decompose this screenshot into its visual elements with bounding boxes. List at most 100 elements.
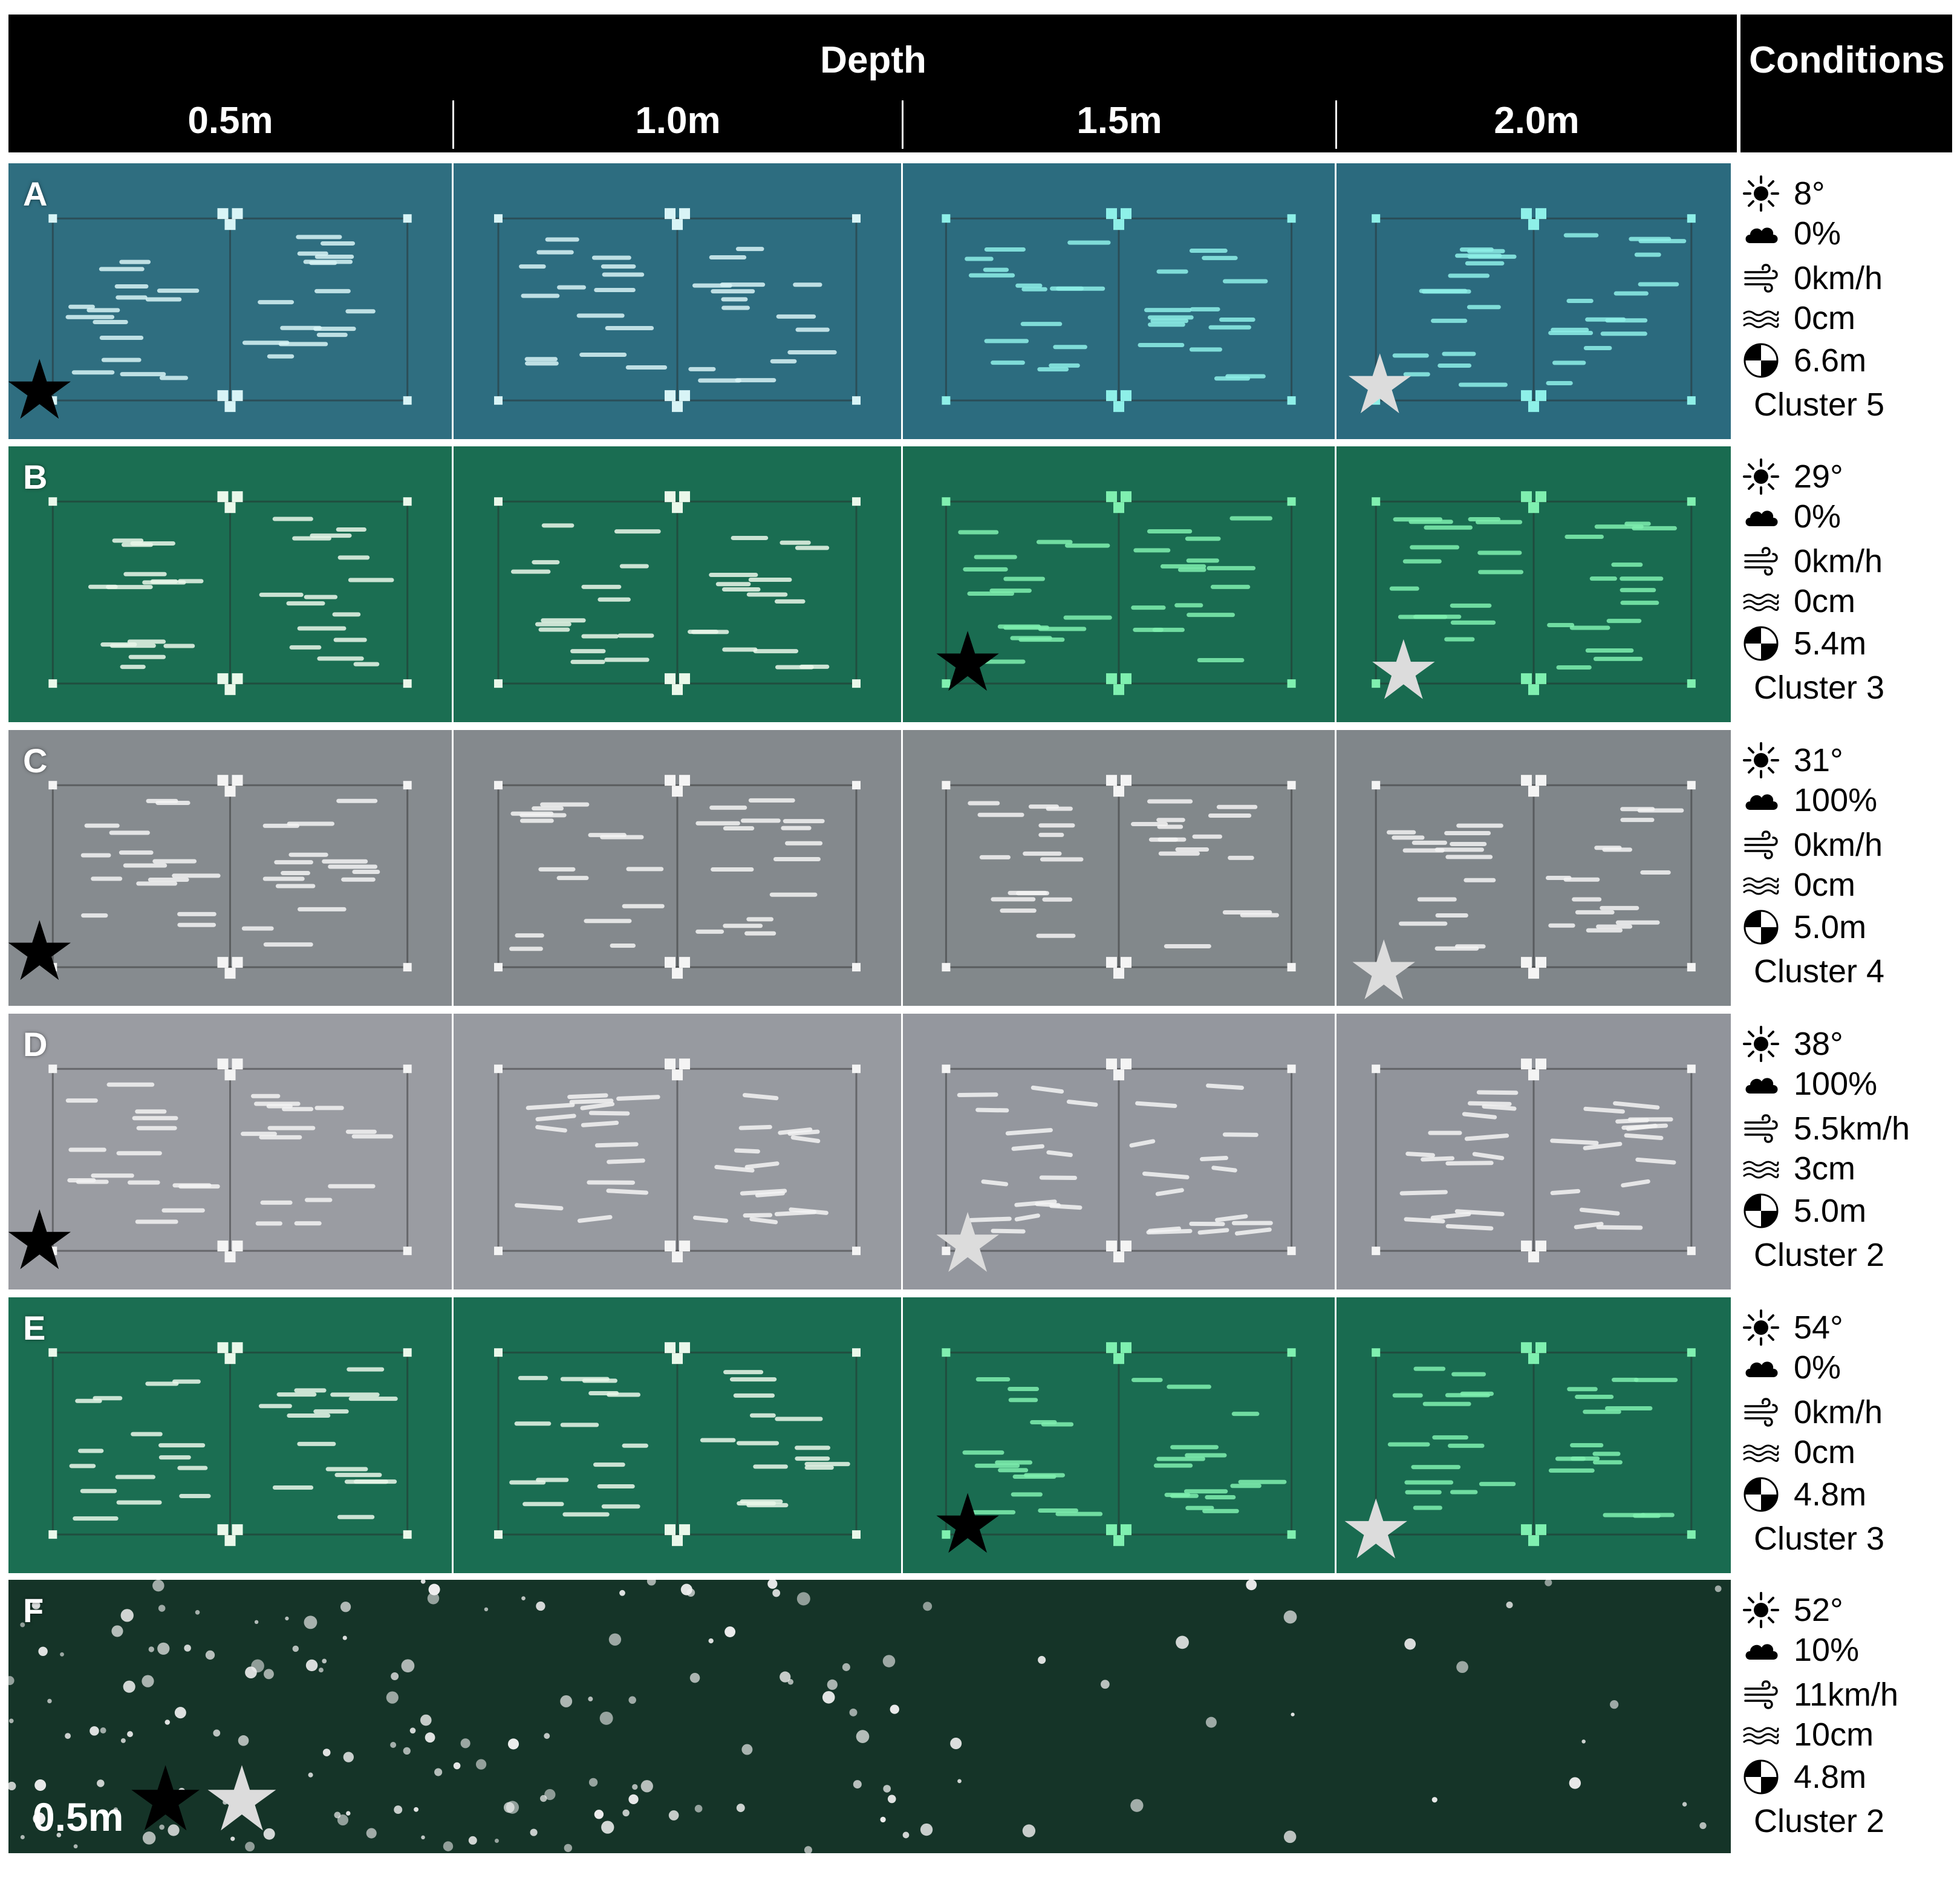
- image-row-c: C: [8, 730, 1731, 1006]
- wind-value: 0km/h: [1794, 260, 1883, 296]
- wind-icon: [1744, 264, 1778, 293]
- cluster-label: Cluster 3: [1754, 670, 1885, 706]
- conditions-b: 29° 0% 0km/h 0cm 5.4m Cluster 3: [1742, 446, 1953, 722]
- row-letter: E: [23, 1309, 46, 1347]
- column-header-1.0m: 1.0m: [635, 100, 721, 142]
- wind-icon: [1744, 1680, 1778, 1709]
- wave-value: 0cm: [1794, 867, 1856, 903]
- underwater-photo: [1337, 1014, 1731, 1289]
- wind-value: 11km/h: [1794, 1677, 1899, 1713]
- conditions-e: 54° 0% 0km/h 0cm 4.8m Cluster 3: [1742, 1297, 1953, 1573]
- wave-icon: [1743, 1727, 1779, 1745]
- panel-divider: [452, 1297, 454, 1573]
- panel-divider: [901, 1014, 903, 1289]
- secchi-line: 4.8m: [1742, 1756, 1866, 1798]
- column-header-1.5m: 1.5m: [1076, 100, 1162, 142]
- secchi-value: 5.4m: [1794, 625, 1867, 662]
- conditions-d: 38° 100% 5.5km/h 3cm 5.0m Cluster 2: [1742, 1014, 1953, 1289]
- wave-icon: [1743, 1444, 1779, 1462]
- panel-divider: [901, 163, 903, 439]
- cloud-line: 10%: [1742, 1629, 1859, 1671]
- panel-divider: [901, 730, 903, 1006]
- underwater-photo: [8, 1297, 452, 1573]
- temp-line: 31°: [1742, 740, 1843, 781]
- secchi-disk-icon: [1743, 1193, 1779, 1228]
- wind-line: 0km/h: [1742, 824, 1883, 866]
- secchi-disk-icon: [1743, 1477, 1779, 1512]
- wind-line: 5.5km/h: [1742, 1108, 1910, 1149]
- temp-line: 8°: [1742, 173, 1825, 214]
- cloud-line: 0%: [1742, 213, 1841, 254]
- cloud-icon: [1745, 794, 1778, 810]
- star-icon: [1352, 939, 1415, 1000]
- wave-icon: [1743, 1161, 1779, 1179]
- cluster-label: Cluster 2: [1754, 1803, 1885, 1839]
- secchi-line: 5.4m: [1742, 623, 1866, 664]
- temp-line: 38°: [1742, 1023, 1843, 1064]
- image-row-d: D: [8, 1014, 1731, 1289]
- image-row-b: B: [8, 446, 1731, 722]
- underwater-photo: [454, 446, 901, 722]
- column-divider: [452, 100, 454, 149]
- wind-line: 0km/h: [1742, 541, 1883, 582]
- star-icon: [131, 1765, 200, 1831]
- secchi-value: 4.8m: [1794, 1759, 1867, 1795]
- conditions-f: 52° 10% 11km/h 10cm 4.8m Cluster 2: [1742, 1580, 1953, 1853]
- star-icon: [1372, 639, 1435, 699]
- underwater-photo: [903, 163, 1335, 439]
- wave-value: 3cm: [1794, 1150, 1856, 1187]
- cloud-value: 100%: [1794, 782, 1878, 818]
- header-separator: [1737, 15, 1740, 152]
- wave-value: 0cm: [1794, 583, 1856, 619]
- panel-divider: [452, 163, 454, 439]
- cloud-icon: [1745, 510, 1778, 526]
- underwater-photo: [8, 446, 452, 722]
- sun-icon: [1743, 1309, 1779, 1346]
- wave-value: 0cm: [1794, 1434, 1856, 1470]
- star-icon: [1344, 1498, 1407, 1559]
- conditions-c: 31° 100% 0km/h 0cm 5.0m Cluster 4: [1742, 730, 1953, 1006]
- sun-icon: [1743, 1592, 1779, 1628]
- secchi-value: 5.0m: [1794, 909, 1867, 945]
- underwater-photo: [454, 1297, 901, 1573]
- panel-divider: [1335, 163, 1337, 439]
- wind-icon: [1744, 1398, 1778, 1427]
- panel-divider: [1335, 730, 1337, 1006]
- wind-line: 11km/h: [1742, 1674, 1898, 1715]
- cloud-value: 100%: [1794, 1066, 1878, 1102]
- column-divider: [1335, 100, 1337, 149]
- cloud-value: 10%: [1794, 1632, 1860, 1668]
- cloud-icon: [1745, 1361, 1778, 1377]
- temp-value: 8°: [1794, 175, 1825, 212]
- underwater-photo: [1337, 1297, 1731, 1573]
- temp-value: 31°: [1794, 742, 1843, 778]
- cloud-value: 0%: [1794, 215, 1841, 252]
- cloud-line: 0%: [1742, 496, 1841, 537]
- wind-value: 0km/h: [1794, 827, 1883, 863]
- temp-line: 29°: [1742, 456, 1843, 497]
- cluster-label: Cluster 2: [1754, 1237, 1885, 1273]
- underwater-photo: [8, 1014, 452, 1289]
- wind-value: 0km/h: [1794, 543, 1883, 579]
- conditions-a: 8° 0% 0km/h 0cm 6.6m Cluster 5: [1742, 163, 1953, 439]
- underwater-photo: [903, 1297, 1335, 1573]
- figure-header: Depth Conditions 0.5m 1.0m 1.5m 2.0m: [8, 15, 1952, 152]
- cluster-label: Cluster 5: [1754, 386, 1885, 423]
- panel-divider: [452, 1014, 454, 1289]
- secchi-disk-icon: [1743, 343, 1779, 378]
- temp-value: 52°: [1794, 1592, 1843, 1628]
- sun-icon: [1743, 742, 1779, 778]
- row-letter: B: [23, 458, 48, 496]
- underwater-photo: [903, 1014, 1335, 1289]
- wind-icon: [1744, 1114, 1778, 1143]
- column-divider: [902, 100, 903, 149]
- cluster-label: Cluster 3: [1754, 1521, 1885, 1557]
- underwater-photo: [8, 730, 452, 1006]
- wind-value: 5.5km/h: [1794, 1110, 1910, 1147]
- star-icon: [8, 1209, 71, 1270]
- wind-line: 0km/h: [1742, 1392, 1883, 1433]
- wind-value: 0km/h: [1794, 1394, 1883, 1430]
- underwater-photo: [903, 730, 1335, 1006]
- temp-value: 38°: [1794, 1026, 1843, 1062]
- wave-line: 0cm: [1742, 298, 1855, 339]
